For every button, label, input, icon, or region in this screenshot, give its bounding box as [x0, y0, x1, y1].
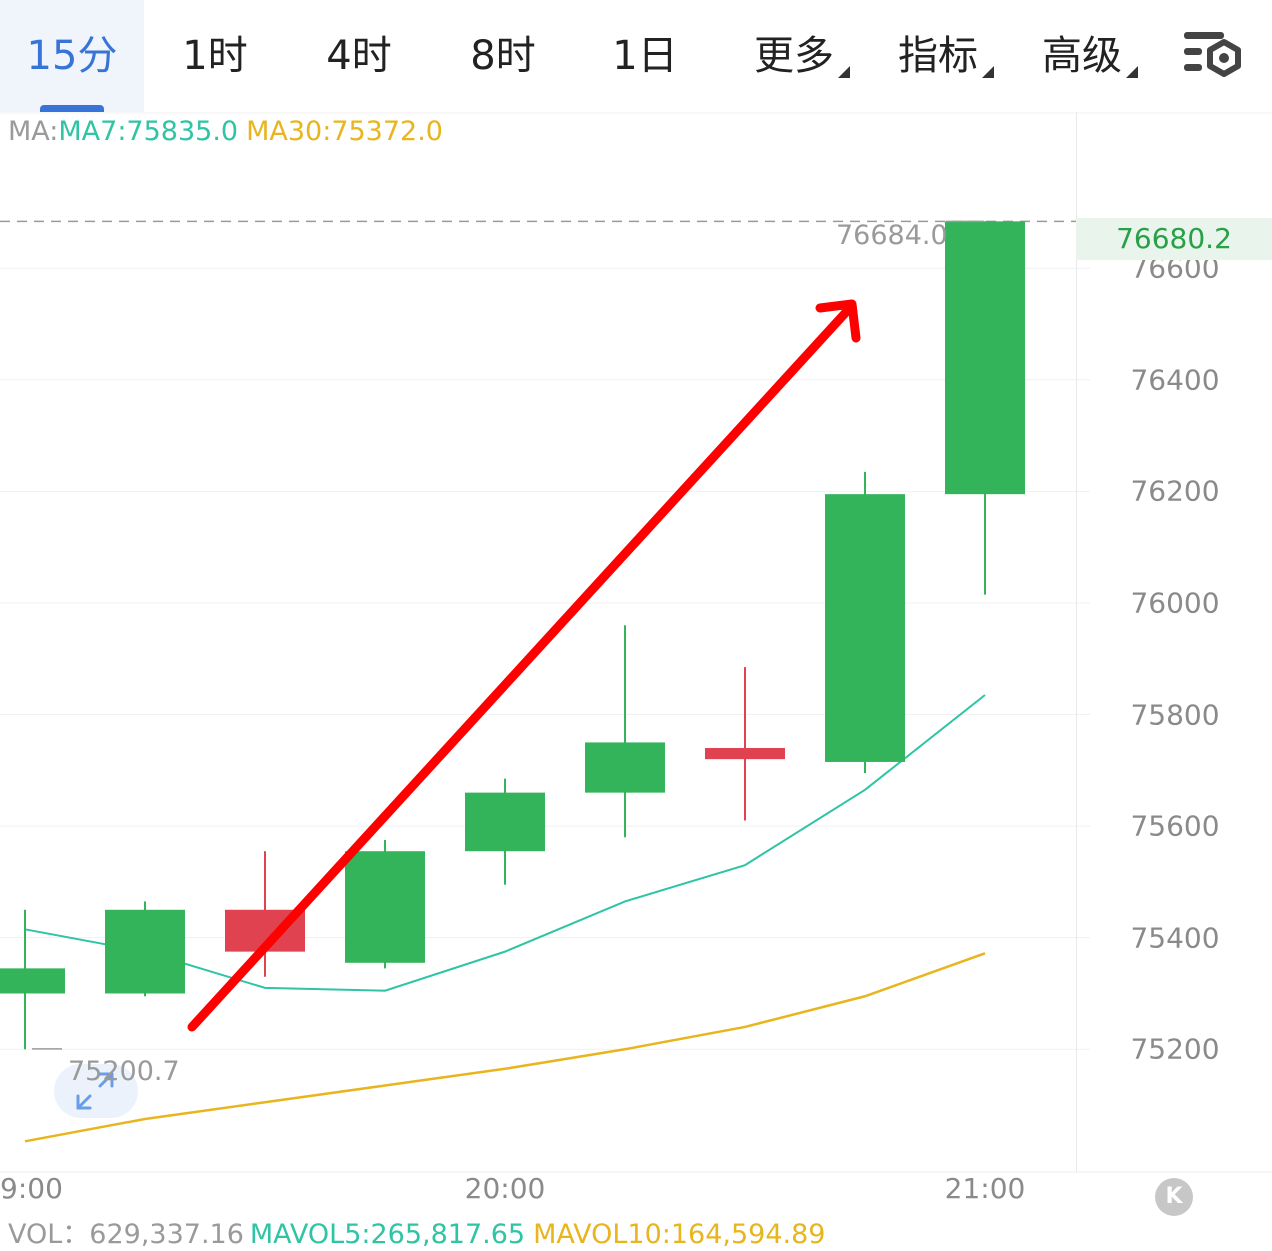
- last-price-tag: 76680.2: [1076, 218, 1272, 260]
- ma-legend: MA:MA7:75835.0 MA30:75372.0: [8, 116, 443, 147]
- low-price-marker: 75200.7: [68, 1056, 180, 1087]
- time-tick-label: 21:00: [944, 1172, 1026, 1205]
- dropdown-triangle-icon: [982, 66, 994, 78]
- timeframe-tabbar: 15分 1时 4时 8时 1日 更多 指标 高级: [0, 0, 1272, 112]
- high-price-marker: 76684.0: [836, 220, 948, 251]
- price-tick-label: 76400: [1130, 363, 1220, 397]
- tab-1d[interactable]: 1日: [582, 0, 708, 112]
- chart-settings-icon[interactable]: [1180, 28, 1244, 84]
- candle-body-up: [825, 494, 905, 762]
- mavol10-value: MAVOL10:164,594.89: [533, 1219, 826, 1250]
- tab-1h[interactable]: 1时: [152, 0, 278, 112]
- reset-zoom-button[interactable]: [54, 1064, 138, 1118]
- candle-body-up: [585, 742, 665, 793]
- candle-body-up: [0, 968, 65, 994]
- price-tick-label: 75600: [1130, 809, 1220, 843]
- tab-label: 更多: [754, 33, 834, 79]
- price-axis[interactable]: 76600 76400 76200 76000 75800 75600 7540…: [1076, 112, 1272, 1172]
- candles: [0, 221, 1025, 1050]
- tab-label: 8时: [470, 33, 536, 79]
- collapse-panel-button[interactable]: K: [1155, 1178, 1193, 1216]
- dropdown-triangle-icon: [1126, 66, 1138, 78]
- active-tab-indicator: [40, 105, 104, 112]
- tab-advanced[interactable]: 高级: [1032, 0, 1138, 112]
- tab-more[interactable]: 更多: [744, 0, 850, 112]
- tab-label: 指标: [898, 33, 978, 79]
- time-tick-label: 9:00: [0, 1172, 63, 1205]
- candle-body-down: [705, 748, 785, 760]
- mavol5-value: MAVOL5:265,817.65: [249, 1219, 526, 1250]
- candle-body-up: [465, 792, 545, 852]
- time-tick-label: 20:00: [464, 1172, 546, 1205]
- price-tick-label: 76200: [1130, 474, 1220, 508]
- ma30-value: MA30:75372.0: [246, 116, 443, 147]
- collapse-icon: K: [1165, 1184, 1183, 1209]
- tab-label: 高级: [1042, 33, 1122, 79]
- tab-8h[interactable]: 8时: [440, 0, 566, 112]
- candle-body-up: [105, 909, 185, 994]
- dropdown-triangle-icon: [838, 66, 850, 78]
- trend-arrow: [187, 299, 861, 1032]
- expand-arrows-icon: [76, 1072, 114, 1110]
- tab-label: 4时: [326, 33, 392, 79]
- ma7-value: MA7:75835.0: [58, 116, 239, 147]
- candle-body-up: [345, 851, 425, 963]
- tab-label: 1日: [612, 33, 678, 79]
- candle-body-up: [945, 221, 1025, 495]
- price-tick-label: 75800: [1130, 698, 1220, 732]
- volume-legend: VOL：629,337.16 MAVOL5:265,817.65 MAVOL10:1…: [8, 1212, 825, 1251]
- ma30-line: [24, 952, 986, 1143]
- price-tick-label: 76000: [1130, 586, 1220, 620]
- tab-indicators[interactable]: 指标: [888, 0, 994, 112]
- ma-label: MA:: [8, 116, 59, 147]
- volume-value: VOL：629,337.16: [8, 1219, 244, 1250]
- price-tick-label: 75400: [1130, 921, 1220, 955]
- tab-4h[interactable]: 4时: [296, 0, 422, 112]
- price-tick-label: 75200: [1130, 1032, 1220, 1066]
- tab-15min[interactable]: 15分: [0, 0, 144, 112]
- tab-label: 15分: [26, 33, 118, 79]
- tab-label: 1时: [182, 33, 248, 79]
